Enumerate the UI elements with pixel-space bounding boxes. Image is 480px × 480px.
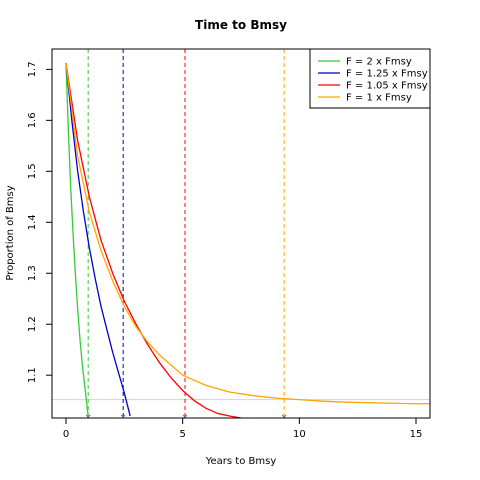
series-line-4 bbox=[65, 63, 430, 405]
legend-label-2: F = 1.25 x Fmsy bbox=[346, 69, 428, 80]
legend-label-3: F = 1.05 x Fmsy bbox=[346, 81, 428, 92]
plot-frame bbox=[51, 48, 431, 419]
x-axis-label: Years to Bmsy bbox=[205, 456, 277, 467]
series-line-2 bbox=[65, 63, 131, 417]
time-to-bmsy-point-3 bbox=[182, 414, 188, 418]
legend-box bbox=[309, 48, 431, 109]
y-tick-label-1: 1.2 bbox=[27, 316, 38, 332]
legend-label-1: F = 2 x Fmsy bbox=[346, 57, 412, 68]
x-tick-label-2: 10 bbox=[293, 429, 306, 440]
time-to-bmsy-point-1 bbox=[85, 414, 91, 418]
time-to-bmsy-point-2 bbox=[120, 414, 126, 418]
y-tick-label-3: 1.4 bbox=[27, 214, 38, 230]
chart-title: Time to Bmsy bbox=[195, 18, 287, 32]
x-tick-label-0: 0 bbox=[63, 429, 69, 440]
x-tick-label-1: 5 bbox=[179, 429, 185, 440]
axes: 0 5 10 15 1.1 1.2 1.3 1.4 1.5 1.6 1.7 bbox=[27, 61, 422, 440]
y-axis-label: Proportion of Bmsy bbox=[5, 185, 16, 280]
y-tick-label-0: 1.1 bbox=[27, 367, 38, 383]
x-tick-label-3: 15 bbox=[410, 429, 423, 440]
y-tick-label-2: 1.3 bbox=[27, 265, 38, 281]
series-line-1 bbox=[65, 63, 89, 417]
y-tick-label-6: 1.7 bbox=[27, 61, 38, 77]
y-tick-label-5: 1.6 bbox=[27, 112, 38, 128]
series-line-3 bbox=[65, 63, 242, 418]
plot-area bbox=[52, 49, 430, 418]
time-to-bmsy-point-4 bbox=[281, 414, 287, 418]
plot-inner bbox=[52, 49, 430, 418]
legend-label-4: F = 1 x Fmsy bbox=[346, 93, 412, 104]
y-tick-label-4: 1.5 bbox=[27, 163, 38, 179]
